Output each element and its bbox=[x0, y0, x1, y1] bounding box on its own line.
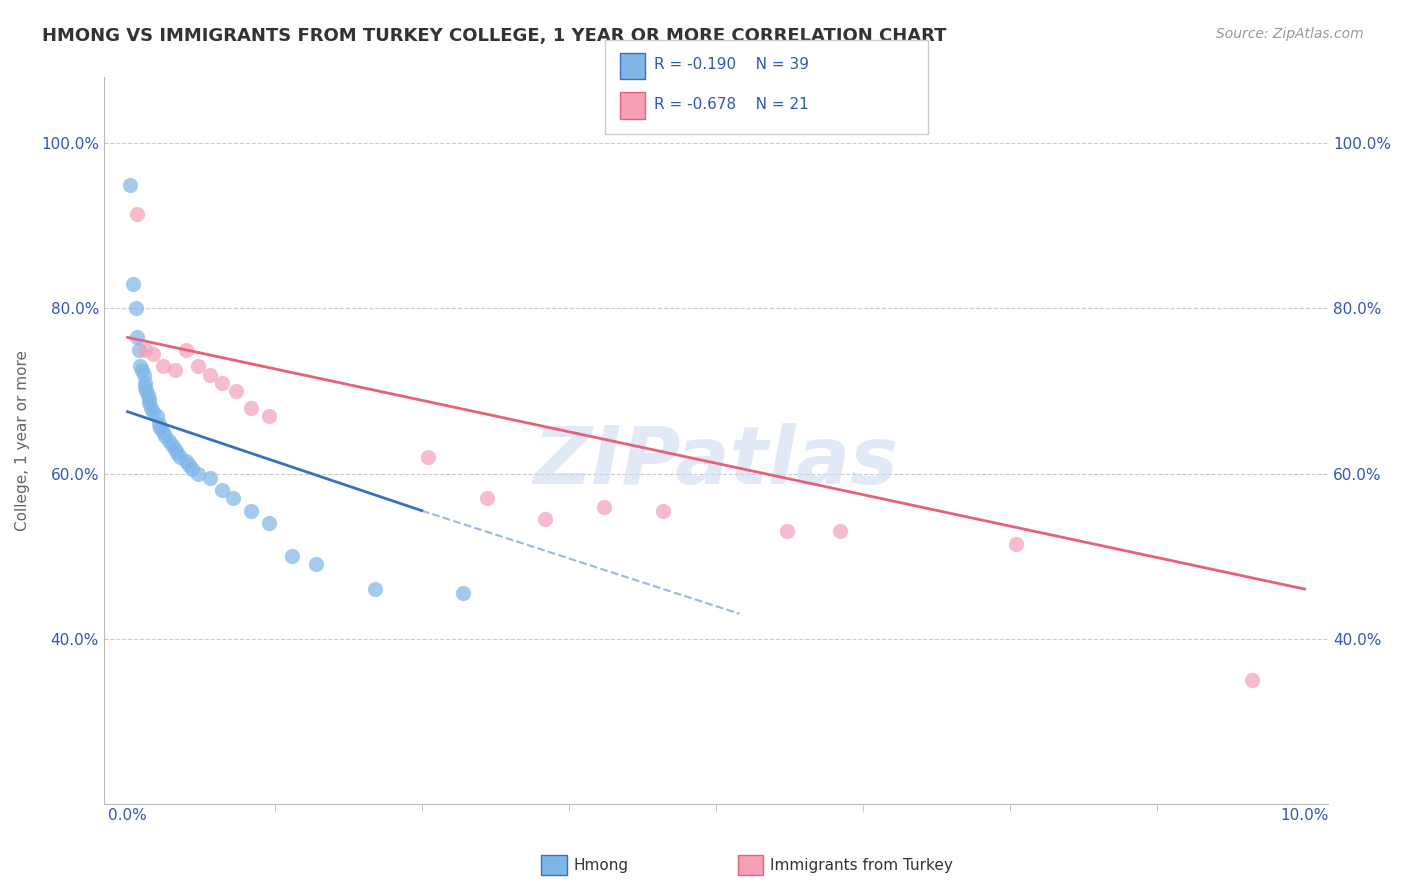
Point bbox=[138, 396, 160, 410]
Point bbox=[163, 363, 186, 377]
Point bbox=[211, 483, 233, 497]
Point bbox=[128, 343, 150, 357]
Point bbox=[131, 363, 153, 377]
Point bbox=[198, 470, 221, 484]
Point bbox=[153, 429, 176, 443]
Point bbox=[134, 380, 156, 394]
Point bbox=[138, 392, 160, 407]
Point bbox=[135, 384, 157, 398]
Point bbox=[162, 437, 184, 451]
Point bbox=[225, 384, 247, 398]
Point bbox=[149, 421, 172, 435]
Point bbox=[134, 376, 156, 390]
Point bbox=[177, 458, 200, 473]
Point bbox=[257, 409, 280, 423]
Text: ZIPatlas: ZIPatlas bbox=[533, 424, 898, 501]
Point bbox=[593, 500, 616, 514]
Point bbox=[475, 491, 498, 506]
Point bbox=[118, 178, 141, 192]
Point bbox=[132, 368, 155, 382]
Point bbox=[211, 376, 233, 390]
Point bbox=[281, 549, 304, 563]
Point bbox=[1005, 537, 1028, 551]
Text: R = -0.678    N = 21: R = -0.678 N = 21 bbox=[654, 97, 808, 112]
Point bbox=[166, 446, 188, 460]
Point bbox=[125, 301, 148, 316]
Point bbox=[169, 450, 191, 464]
Point bbox=[652, 504, 675, 518]
Point bbox=[181, 462, 204, 476]
Point bbox=[451, 586, 474, 600]
Point bbox=[146, 409, 169, 423]
Point bbox=[828, 524, 851, 539]
Point bbox=[129, 359, 152, 374]
Text: R = -0.190    N = 39: R = -0.190 N = 39 bbox=[654, 57, 808, 71]
Point bbox=[240, 401, 263, 415]
Text: Immigrants from Turkey: Immigrants from Turkey bbox=[770, 858, 953, 872]
Point bbox=[364, 582, 387, 596]
Point bbox=[139, 401, 162, 415]
Point bbox=[122, 277, 145, 291]
Point bbox=[176, 454, 198, 468]
Point bbox=[534, 512, 557, 526]
Point bbox=[125, 206, 148, 220]
Point bbox=[176, 343, 198, 357]
Point bbox=[222, 491, 245, 506]
Text: Source: ZipAtlas.com: Source: ZipAtlas.com bbox=[1216, 27, 1364, 41]
Point bbox=[134, 343, 156, 357]
Point bbox=[776, 524, 799, 539]
Point bbox=[136, 388, 159, 402]
Point bbox=[257, 516, 280, 530]
Point bbox=[163, 442, 186, 456]
Point bbox=[305, 558, 328, 572]
Point bbox=[152, 359, 174, 374]
Point bbox=[142, 404, 165, 418]
Point bbox=[148, 417, 170, 431]
Point bbox=[240, 504, 263, 518]
Point bbox=[187, 467, 209, 481]
Point bbox=[187, 359, 209, 374]
Point bbox=[1240, 673, 1263, 687]
Point bbox=[198, 368, 221, 382]
Y-axis label: College, 1 year or more: College, 1 year or more bbox=[15, 350, 30, 531]
Point bbox=[125, 330, 148, 344]
Point bbox=[157, 434, 180, 448]
Point bbox=[142, 347, 165, 361]
Point bbox=[416, 450, 439, 464]
Point bbox=[152, 425, 174, 440]
Text: HMONG VS IMMIGRANTS FROM TURKEY COLLEGE, 1 YEAR OR MORE CORRELATION CHART: HMONG VS IMMIGRANTS FROM TURKEY COLLEGE,… bbox=[42, 27, 946, 45]
Text: Hmong: Hmong bbox=[574, 858, 628, 872]
